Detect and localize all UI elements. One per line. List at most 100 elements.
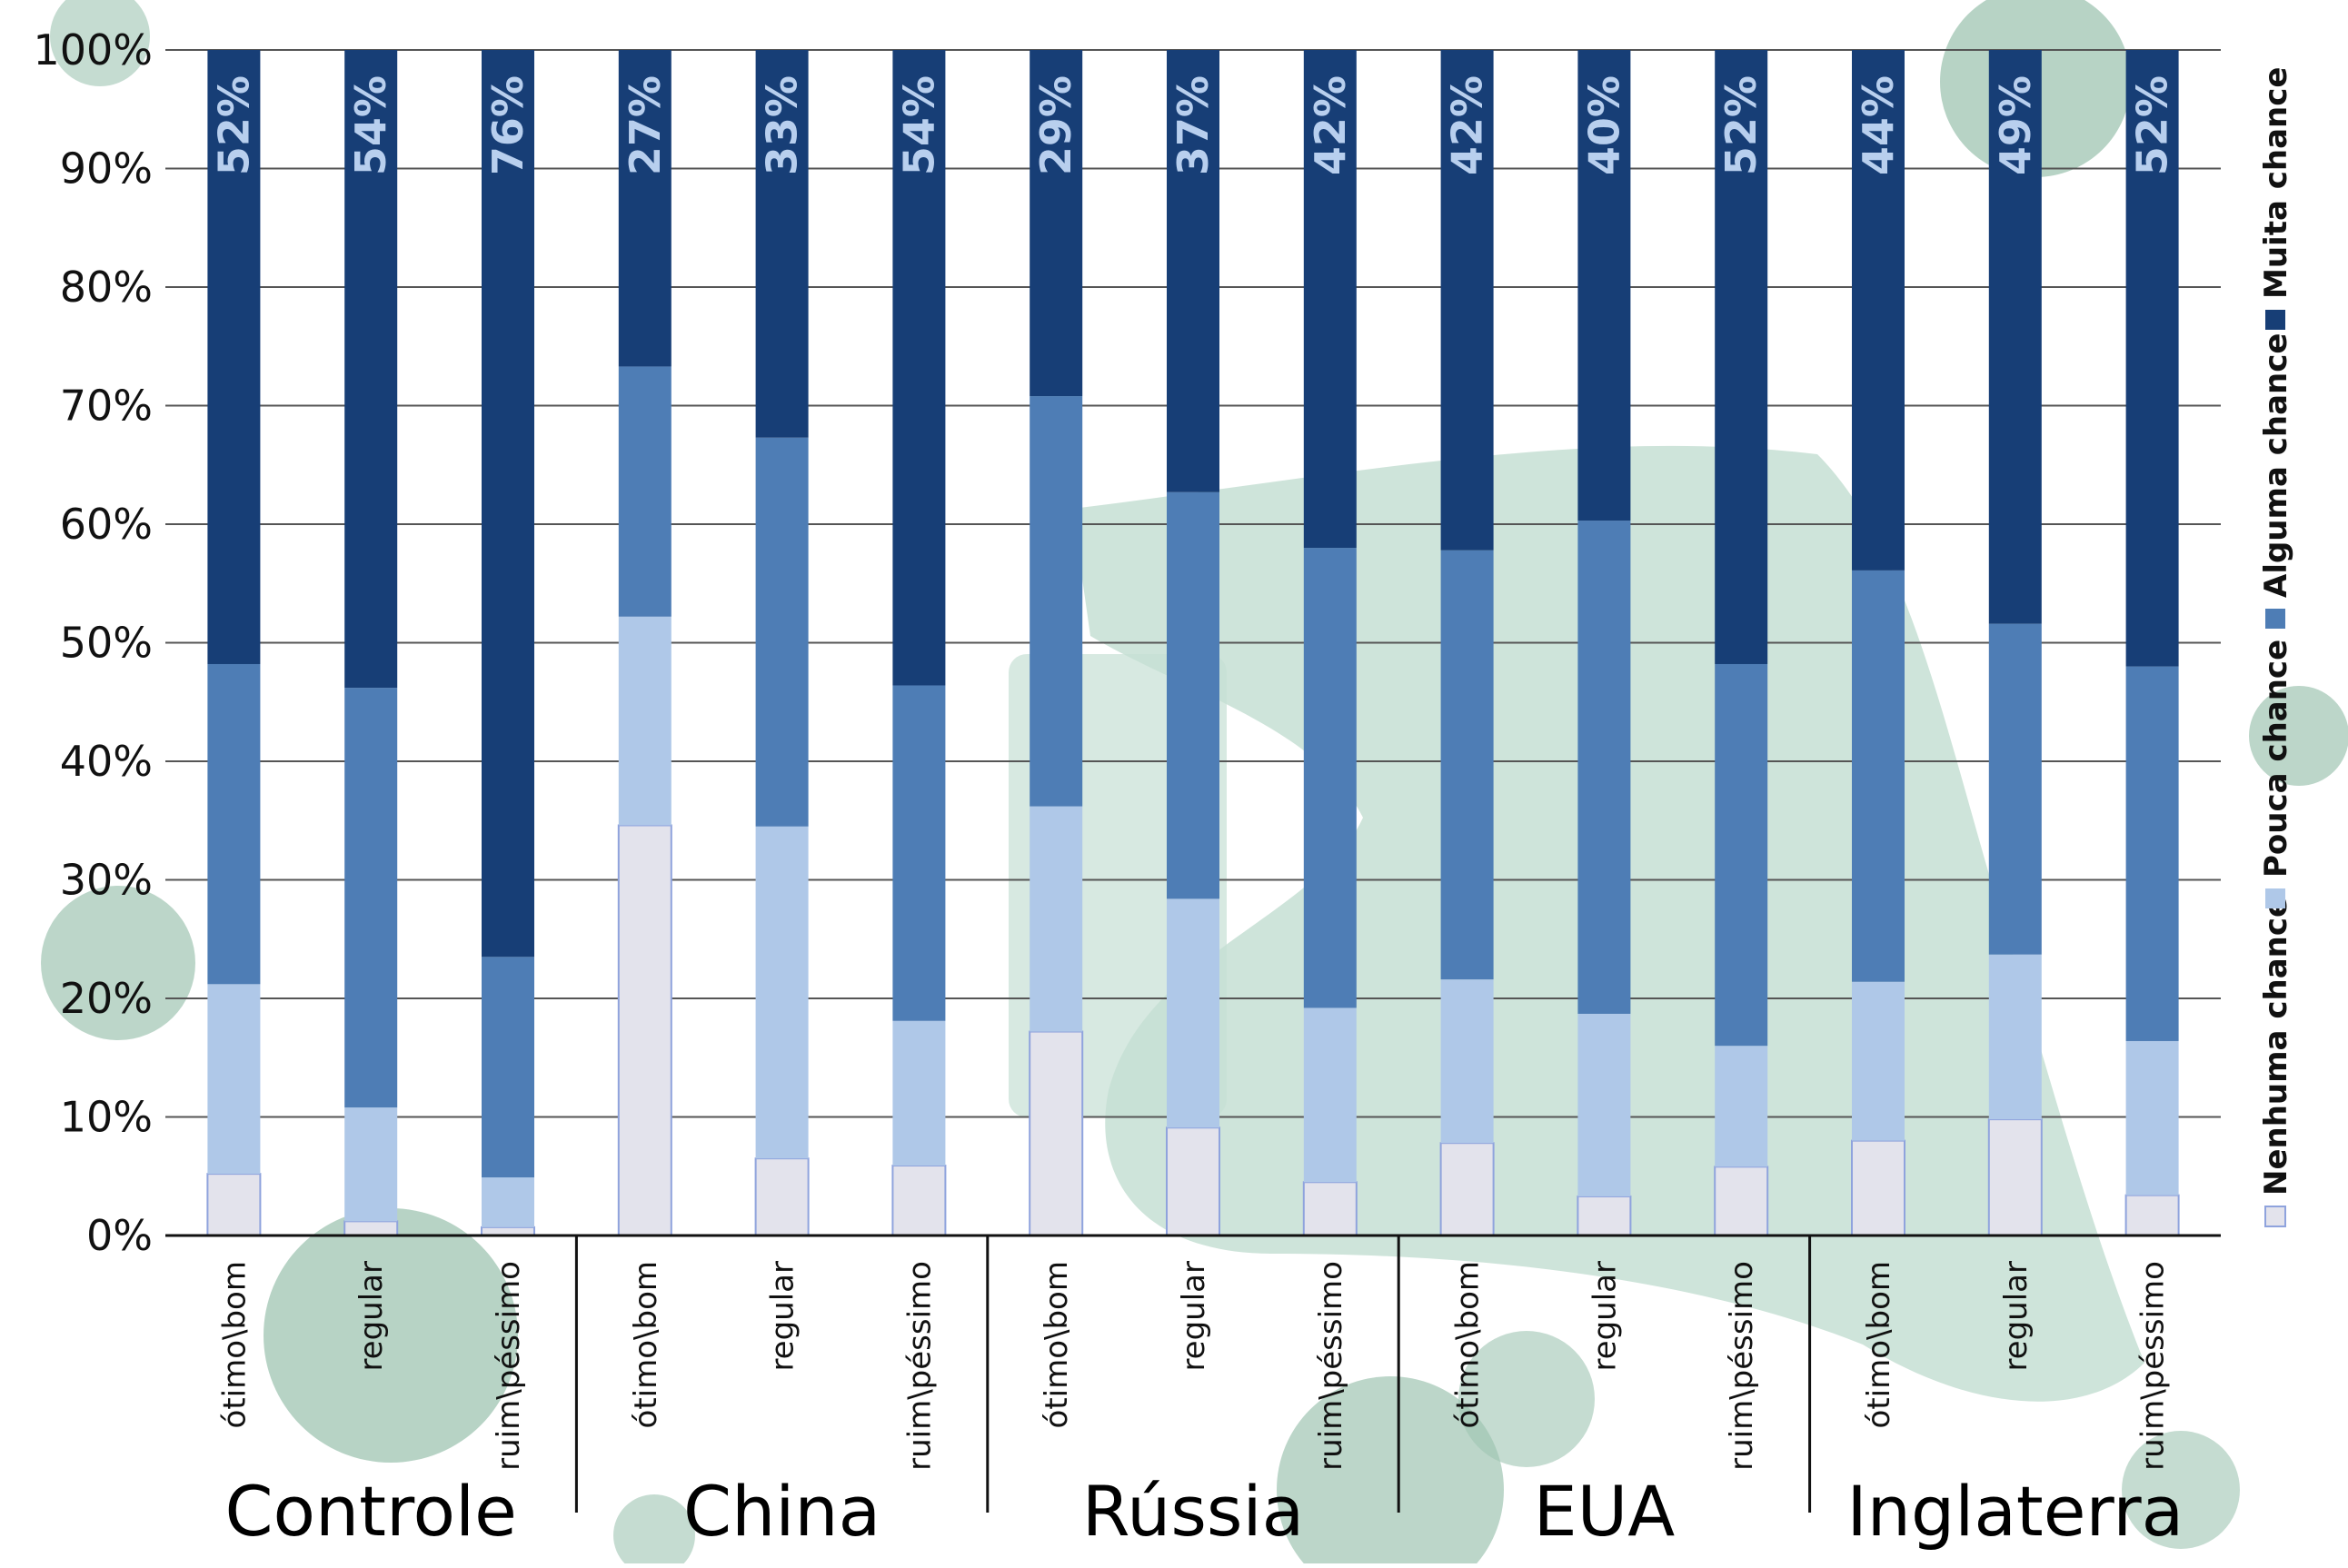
legend-swatch-3	[2265, 609, 2285, 629]
bar-segment-3	[482, 957, 534, 1178]
bar-segment-2	[1577, 1013, 1631, 1196]
bar-segment-4	[618, 50, 672, 367]
data-label: 27%	[621, 75, 670, 175]
bar-segment-2	[1440, 979, 1494, 1144]
legend-label: Alguma chance	[2258, 333, 2294, 598]
bar-segment-3	[1577, 521, 1631, 1014]
bar-segment-2	[344, 1107, 398, 1222]
bar-segment-2	[1715, 1046, 1768, 1167]
bar-segment-3	[1440, 550, 1494, 980]
bar-segment-1	[2124, 1194, 2180, 1237]
y-tick-label: 70%	[60, 382, 153, 431]
legend-swatch-4	[2265, 310, 2285, 330]
bar-segment-3	[2125, 666, 2179, 1041]
bar-segment-3	[755, 437, 809, 827]
y-tick-label: 60%	[60, 500, 153, 549]
data-label: 33%	[758, 75, 807, 175]
bar-segment-4	[1440, 50, 1494, 551]
data-label: 52%	[1716, 75, 1766, 175]
virus-icon	[613, 1494, 695, 1568]
bar-segment-3	[1030, 396, 1083, 807]
x-category-label: ruim\péssimo	[491, 1261, 527, 1471]
group-label: Rússia	[1082, 1471, 1304, 1552]
y-tick-label: 20%	[60, 974, 153, 1023]
bar-segment-4	[207, 50, 261, 664]
data-label: 37%	[1169, 75, 1218, 175]
virus-icon	[50, 0, 150, 86]
legend-swatch-2	[2265, 888, 2285, 908]
y-tick-label: 10%	[60, 1093, 153, 1142]
bar-segment-4	[482, 50, 534, 958]
data-label: 54%	[894, 75, 943, 175]
y-tick-label: 40%	[60, 737, 153, 786]
y-tick-label: 90%	[60, 144, 153, 194]
bar-segment-1	[1577, 1195, 1632, 1237]
bar-segment-1	[206, 1173, 262, 1237]
bar-segment-1	[1987, 1118, 2043, 1236]
bar-segment-2	[482, 1177, 534, 1227]
group-label: Inglaterra	[1846, 1471, 2184, 1552]
data-label: 29%	[1031, 75, 1080, 175]
bar-segment-2	[1030, 806, 1083, 1032]
bar-segment-4	[1030, 50, 1083, 397]
y-tick-label: 100%	[33, 25, 153, 74]
bar-segment-2	[892, 1020, 946, 1166]
bar-segment-3	[1988, 623, 2042, 955]
x-category-label: ótimo\bom	[216, 1261, 253, 1428]
bar-segment-1	[343, 1220, 399, 1236]
bar-segment-1	[1439, 1142, 1495, 1236]
bar-segment-4	[1577, 50, 1631, 521]
x-category-label: ótimo\bom	[1039, 1261, 1075, 1428]
y-tick-label: 30%	[60, 856, 153, 905]
virus-icon	[264, 1208, 518, 1463]
virus-icon	[41, 886, 195, 1040]
bar-segment-4	[344, 50, 398, 689]
bar-segment-1	[617, 824, 672, 1236]
bar-segment-2	[1303, 1007, 1357, 1183]
data-label: 52%	[209, 75, 258, 175]
x-category-label: regular	[1998, 1261, 2035, 1372]
bar-segment-4	[1167, 50, 1219, 492]
data-label: 42%	[1443, 75, 1492, 175]
bar-segment-1	[1166, 1126, 1220, 1236]
bar-segment-4	[1988, 50, 2042, 624]
data-label: 42%	[1306, 75, 1355, 175]
y-tick-label: 50%	[60, 619, 153, 668]
virus-icon	[1458, 1331, 1595, 1467]
x-category-label: ótimo\bom	[628, 1261, 664, 1428]
bar-segment-1	[1851, 1139, 1905, 1236]
virus-icon	[2122, 1431, 2240, 1549]
group-label: China	[683, 1471, 880, 1552]
bar-segment-3	[1167, 491, 1219, 899]
x-category-label: ruim\péssimo	[1313, 1261, 1349, 1471]
y-tick-label: 0%	[86, 1211, 153, 1260]
bar-segment-2	[618, 616, 672, 826]
bar-segment-2	[1852, 981, 1905, 1141]
x-category-label: ruim\péssimo	[901, 1261, 938, 1471]
bar-segment-3	[344, 688, 398, 1108]
bar-segment-2	[207, 984, 261, 1175]
data-label: 76%	[483, 75, 532, 175]
legend-label: Muita chance	[2258, 67, 2294, 299]
legend-swatch-1	[2264, 1206, 2286, 1227]
x-category-label: regular	[1587, 1261, 1623, 1372]
x-category-label: regular	[765, 1261, 801, 1372]
data-label: 44%	[1854, 75, 1903, 175]
bar-segment-1	[754, 1157, 810, 1237]
data-label: 52%	[2128, 75, 2177, 175]
bar-segment-3	[207, 663, 261, 985]
bar-segment-1	[1302, 1181, 1358, 1237]
group-label: Controle	[224, 1471, 516, 1552]
data-label: 54%	[346, 75, 395, 175]
x-category-label: regular	[1176, 1261, 1212, 1372]
bar-segment-1	[1714, 1166, 1769, 1237]
virus-icon	[2249, 686, 2348, 786]
bar-segment-2	[755, 826, 809, 1159]
bar-segment-2	[2125, 1040, 2179, 1196]
virus-icon	[1277, 1376, 1504, 1568]
bar-segment-1	[1029, 1030, 1084, 1237]
bar-segment-3	[618, 366, 672, 617]
bar-segment-2	[1988, 954, 2042, 1120]
bar-segment-3	[1852, 570, 1905, 982]
bar-segment-4	[755, 50, 809, 438]
